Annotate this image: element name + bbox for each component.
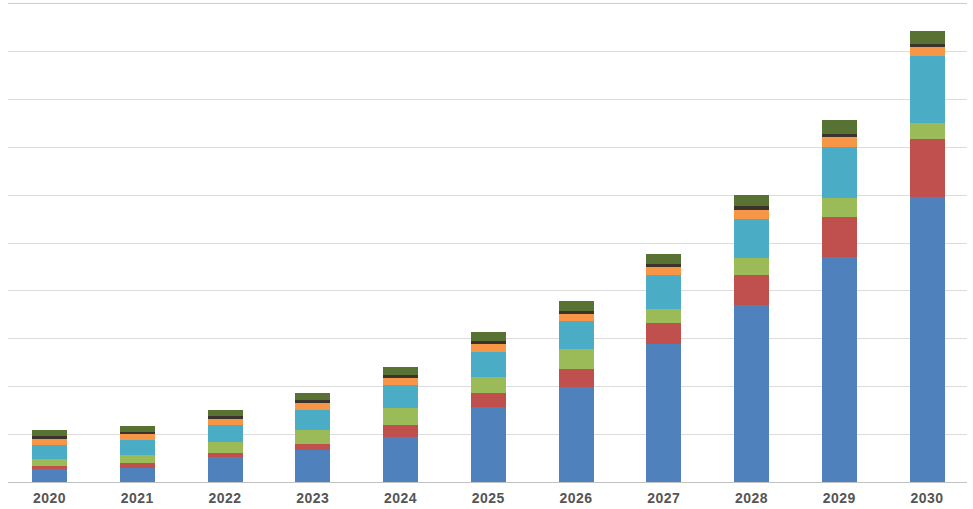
x-axis-label-2030: 2030 <box>883 490 971 506</box>
bar-segment-red <box>734 275 769 305</box>
gridline <box>8 3 967 4</box>
bar-segment-green <box>383 408 418 425</box>
bar-segment-dark-olive <box>295 393 330 400</box>
bar-segment-dark-olive <box>734 195 769 206</box>
bar-segment-red <box>559 369 594 387</box>
bar-segment-teal <box>295 410 330 430</box>
bar-segment-red <box>646 323 681 343</box>
bar-segment-orange <box>646 267 681 274</box>
x-axis-label-2027: 2027 <box>620 490 708 506</box>
bar-segment-blue <box>734 305 769 482</box>
bar-segment-green <box>208 442 243 453</box>
bar-2021 <box>120 425 155 482</box>
bar-segment-blue <box>471 407 506 482</box>
bar-segment-teal <box>32 445 67 459</box>
bar-segment-teal <box>120 440 155 455</box>
bar-2024 <box>383 367 418 482</box>
bar-segment-dark-olive <box>559 301 594 311</box>
gridline <box>8 99 967 100</box>
bar-segment-blue <box>32 469 67 482</box>
bar-segment-teal <box>208 425 243 442</box>
bar-segment-dark-olive <box>822 120 857 134</box>
bar-2030 <box>910 31 945 482</box>
bar-2025 <box>471 332 506 482</box>
bar-segment-green <box>471 377 506 394</box>
bar-segment-green <box>822 198 857 216</box>
bar-segment-blue <box>559 387 594 482</box>
bar-segment-green <box>295 430 330 443</box>
bar-2028 <box>734 195 769 482</box>
bar-segment-green <box>734 258 769 275</box>
bar-segment-dark-olive <box>910 31 945 44</box>
bar-segment-teal <box>471 352 506 377</box>
bar-segment-red <box>471 393 506 406</box>
bar-segment-blue <box>120 468 155 482</box>
bar-segment-green <box>559 349 594 369</box>
bar-segment-orange <box>295 403 330 410</box>
x-axis-label-2021: 2021 <box>93 490 181 506</box>
x-axis-label-2020: 2020 <box>6 490 94 506</box>
bar-segment-dark-olive <box>383 367 418 375</box>
x-axis-label-2025: 2025 <box>444 490 532 506</box>
bar-segment-red <box>910 139 945 198</box>
bar-segment-green <box>120 455 155 463</box>
bar-segment-blue <box>910 197 945 482</box>
bar-segment-blue <box>822 257 857 482</box>
bar-segment-red <box>383 425 418 436</box>
bar-segment-teal <box>822 147 857 198</box>
bar-segment-blue <box>646 344 681 482</box>
bar-segment-blue <box>383 437 418 483</box>
bar-segment-red <box>822 217 857 257</box>
x-axis-label-2023: 2023 <box>269 490 357 506</box>
bar-segment-orange <box>471 344 506 352</box>
x-axis-label-2022: 2022 <box>181 490 269 506</box>
bar-2020 <box>32 430 67 482</box>
bar-segment-teal <box>646 275 681 309</box>
gridline <box>8 51 967 52</box>
x-axis-label-2026: 2026 <box>532 490 620 506</box>
bar-2026 <box>559 300 594 482</box>
x-axis-baseline <box>8 482 967 483</box>
bar-segment-dark-olive <box>471 332 506 341</box>
bar-segment-blue <box>208 457 243 482</box>
bar-segment-teal <box>910 56 945 123</box>
bar-segment-teal <box>734 219 769 258</box>
bar-2027 <box>646 254 681 482</box>
bar-segment-teal <box>383 385 418 408</box>
bar-segment-green <box>32 459 67 466</box>
bar-segment-green <box>646 309 681 324</box>
bar-segment-orange <box>383 378 418 385</box>
bar-segment-orange <box>559 314 594 321</box>
bar-2023 <box>295 393 330 482</box>
bar-segment-orange <box>822 137 857 147</box>
bar-2022 <box>208 410 243 482</box>
bar-segment-green <box>910 123 945 139</box>
bar-segment-orange <box>734 210 769 218</box>
x-axis-label-2029: 2029 <box>795 490 883 506</box>
bar-2029 <box>822 120 857 482</box>
bar-segment-orange <box>910 47 945 56</box>
x-axis-label-2024: 2024 <box>357 490 445 506</box>
bar-segment-red <box>295 444 330 451</box>
bar-segment-dark-olive <box>646 254 681 264</box>
x-axis-label-2028: 2028 <box>708 490 796 506</box>
stacked-bar-chart: 2020202120222023202420252026202720282029… <box>0 0 973 509</box>
bar-segment-teal <box>559 321 594 349</box>
bar-segment-blue <box>295 450 330 482</box>
